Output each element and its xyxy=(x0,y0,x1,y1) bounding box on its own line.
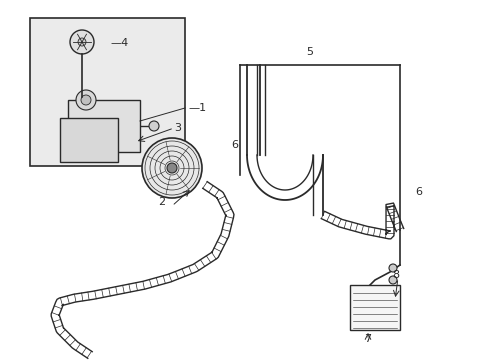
Text: 5: 5 xyxy=(306,47,313,57)
Circle shape xyxy=(167,163,177,173)
Circle shape xyxy=(142,138,202,198)
Text: 6: 6 xyxy=(414,187,421,197)
Bar xyxy=(68,100,140,152)
Text: —4: —4 xyxy=(110,38,128,48)
Circle shape xyxy=(70,30,94,54)
Bar xyxy=(349,285,399,330)
Circle shape xyxy=(388,264,396,272)
Text: 7: 7 xyxy=(364,334,371,344)
Text: 3: 3 xyxy=(174,123,181,133)
Text: —1: —1 xyxy=(187,103,206,113)
Circle shape xyxy=(388,276,396,284)
Text: 8: 8 xyxy=(391,270,398,280)
Text: 2: 2 xyxy=(158,197,165,207)
Bar xyxy=(30,18,184,166)
Circle shape xyxy=(76,90,96,110)
Bar xyxy=(60,118,118,162)
Circle shape xyxy=(78,38,86,46)
Circle shape xyxy=(81,95,91,105)
Circle shape xyxy=(149,121,159,131)
Text: 6: 6 xyxy=(231,140,238,150)
